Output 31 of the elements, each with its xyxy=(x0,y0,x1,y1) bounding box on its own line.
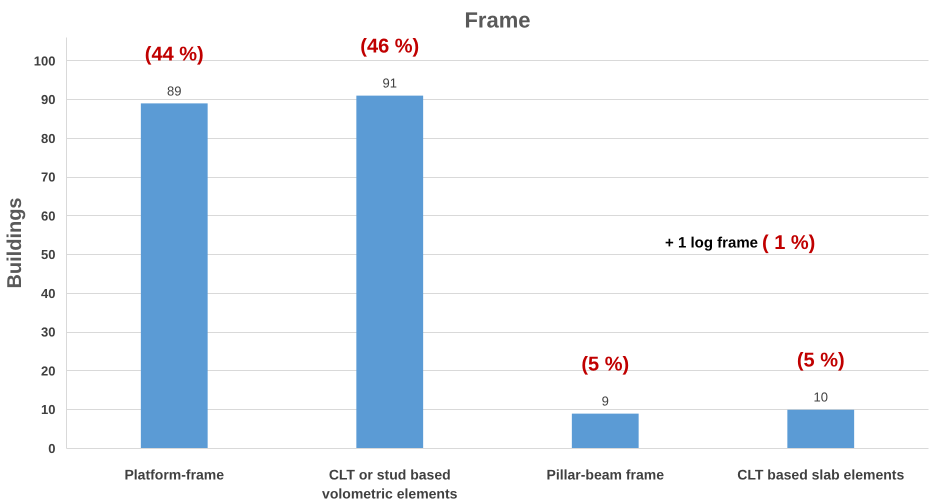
annotation: ( 1 %) xyxy=(762,232,816,254)
y-tick-label: 10 xyxy=(41,402,56,418)
data-label: 10 xyxy=(814,390,828,405)
y-tick-label: 70 xyxy=(41,170,56,185)
y-tick-label: 30 xyxy=(41,324,56,340)
annotation: (5 %) xyxy=(581,354,630,376)
x-tick-label: CLT based slab elements xyxy=(737,466,904,482)
data-label: 91 xyxy=(382,76,397,91)
y-tick-label: 20 xyxy=(41,363,56,378)
x-tick-label: Platform-frame xyxy=(124,466,224,482)
y-tick-label: 90 xyxy=(41,92,56,108)
y-tick-label: 50 xyxy=(41,247,56,262)
bar xyxy=(787,410,854,448)
data-label: 9 xyxy=(602,394,609,409)
y-tick-label: 80 xyxy=(41,130,56,146)
x-tick-label: Pillar-beam frame xyxy=(546,466,664,482)
bar xyxy=(356,96,424,448)
y-axis-title: Buildings xyxy=(4,197,26,289)
y-tick-label: 0 xyxy=(48,441,56,456)
bar xyxy=(572,414,639,448)
annotation: (44 %) xyxy=(144,43,204,66)
annotation: + 1 log frame xyxy=(665,234,758,252)
x-tick-label: CLT or stud based volometric elements xyxy=(322,466,458,502)
annotation: (5 %) xyxy=(796,350,845,372)
bar xyxy=(140,103,208,448)
data-label: 89 xyxy=(167,83,182,98)
annotation: (46 %) xyxy=(360,36,420,58)
y-tick-label: 60 xyxy=(41,208,56,224)
y-tick-label: 40 xyxy=(41,286,56,301)
chart-title: Frame xyxy=(464,8,531,32)
y-tick-label: 100 xyxy=(34,53,56,68)
